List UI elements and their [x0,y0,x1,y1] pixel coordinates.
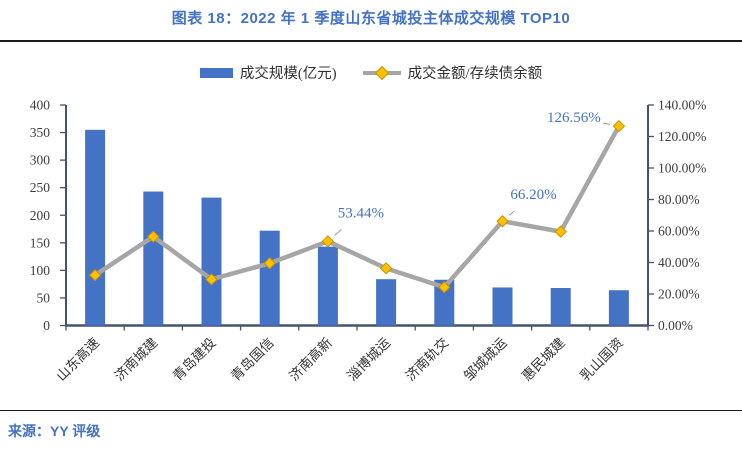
line-series-swatch [362,65,401,80]
bar [376,279,397,326]
category-label: 惠民城建 [519,335,568,384]
chart-legend: 成交规模(亿元) 成交金额/存续债余额 [0,62,742,83]
left-axis-tick-label: 100 [30,263,51,278]
ratio-point [554,225,567,238]
legend-item-bar: 成交规模(亿元) [199,62,337,83]
right-axis-tick-label: 100.00% [658,161,706,176]
left-axis-tick-label: 0 [43,318,50,333]
ratio-point [379,262,393,275]
left-axis-tick-label: 200 [30,208,51,223]
header-rule [0,40,742,42]
bar [608,290,629,326]
bar [434,279,455,326]
bar-series-label: 成交规模(亿元) [239,66,337,82]
ratio-point [321,235,335,248]
category-label: 山东高速 [53,334,102,383]
source-note: 来源：YY 评级 [8,423,101,439]
annotation-leader [334,229,342,236]
ratio-line [92,123,622,290]
bar-series-swatch [199,67,233,78]
right-axis-tick-label: 80.00% [658,192,700,207]
bar [492,287,513,326]
bar [201,197,222,326]
left-axis-tick-label: 150 [30,235,51,250]
ratio-point [438,281,451,294]
right-axis-tick-label: 40.00% [658,255,700,270]
ratio-point [263,257,276,270]
category-label: 乳山国资 [577,335,626,384]
line-series-label: 成交金额/存续债余额 [407,66,543,82]
category-label: 淄博城运 [344,334,394,384]
figure-title: 图表 18：2022 年 1 季度山东省城投主体成交规模 TOP10 [171,10,571,27]
annotation-label: 126.56% [547,110,601,126]
bar [259,230,280,326]
bar [85,129,106,326]
ratio-point [205,273,218,286]
annotation-leader [602,122,611,125]
category-label: 青岛国信 [228,335,277,384]
right-axis-tick-label: 60.00% [658,224,700,239]
right-axis-tick-label: 20.00% [658,287,700,302]
category-label: 济南轨交 [402,334,451,383]
annotation-leader [508,210,515,216]
right-axis-tick-label: 140.00% [658,98,706,113]
left-axis-tick-label: 250 [30,180,51,195]
category-label: 济南高新 [286,334,335,383]
left-axis-tick-label: 50 [37,290,51,305]
category-label: 青岛建投 [170,335,219,384]
ratio-point [147,230,160,243]
annotation-label: 66.20% [510,187,556,203]
right-axis-tick-label: 0.00% [658,318,693,333]
right-axis-tick-label: 120.00% [658,129,706,144]
bar [143,191,164,326]
bar [317,246,338,326]
left-axis-tick-label: 350 [30,125,51,140]
category-label: 邹城城运 [461,335,510,384]
ratio-point [496,215,509,228]
category-label: 济南城建 [112,335,161,384]
ratio-point [612,119,626,133]
legend-item-line: 成交金额/存续债余额 [362,62,543,83]
footer-rule [0,410,742,411]
bar [550,288,571,326]
left-axis-tick-label: 400 [30,98,51,113]
ratio-point [88,268,102,282]
annotation-label: 53.44% [338,205,384,221]
left-axis-tick-label: 300 [30,153,51,168]
